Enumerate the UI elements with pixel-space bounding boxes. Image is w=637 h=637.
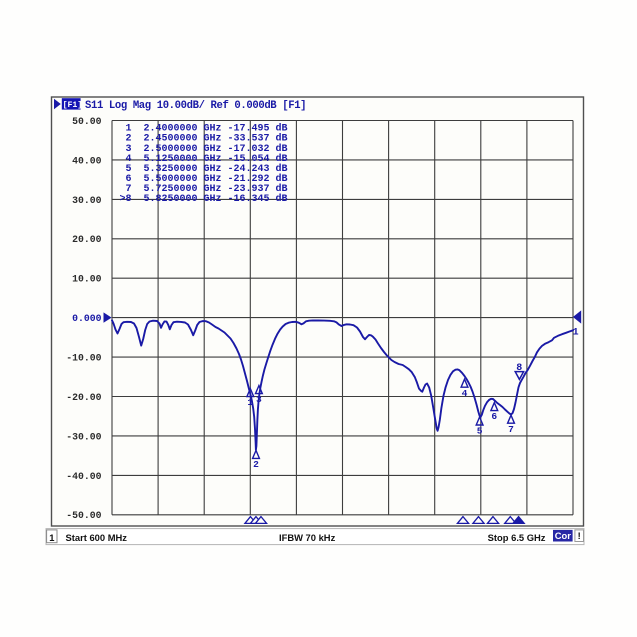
- svg-text:>8 5.8250000 GHz -16.345 dB: >8 5.8250000 GHz -16.345 dB: [114, 193, 288, 205]
- svg-text:!: !: [578, 530, 581, 541]
- svg-text:10.00: 10.00: [72, 274, 102, 285]
- svg-text:-10.00: -10.00: [66, 353, 101, 364]
- svg-text:50.00: 50.00: [72, 116, 102, 127]
- svg-text:3 2.5000000 GHz -17.032 dB: 3 2.5000000 GHz -17.032 dB: [114, 143, 288, 155]
- svg-text:5: 5: [477, 426, 483, 437]
- svg-text:-40.00: -40.00: [66, 471, 101, 482]
- svg-text:IFBW 70 kHz: IFBW 70 kHz: [279, 532, 336, 543]
- svg-text:40.00: 40.00: [72, 155, 102, 166]
- svg-text:7 5.7250000 GHz -23.937 dB: 7 5.7250000 GHz -23.937 dB: [114, 183, 288, 195]
- svg-text:4 5.1250000 GHz -15.054 dB: 4 5.1250000 GHz -15.054 dB: [114, 153, 288, 165]
- svg-text:2 2.4500000 GHz -33.537 dB: 2 2.4500000 GHz -33.537 dB: [114, 133, 288, 145]
- svg-text:Stop 6.5 GHz: Stop 6.5 GHz: [488, 532, 546, 543]
- svg-text:6: 6: [491, 411, 497, 422]
- svg-text:4: 4: [462, 388, 468, 399]
- svg-text:-50.00: -50.00: [66, 510, 101, 521]
- svg-text:8: 8: [516, 363, 522, 374]
- svg-text:[F1]: [F1]: [63, 100, 83, 110]
- svg-text:-30.00: -30.00: [66, 431, 101, 442]
- svg-text:S11 Log Mag 10.00dB/ Ref 0.000: S11 Log Mag 10.00dB/ Ref 0.000dB [F1]: [85, 100, 306, 112]
- svg-text:0.000: 0.000: [72, 313, 102, 324]
- svg-text:5 5.3250000 GHz -24.243 dB: 5 5.3250000 GHz -24.243 dB: [114, 163, 288, 175]
- svg-text:30.00: 30.00: [72, 195, 102, 206]
- svg-text:1: 1: [247, 397, 253, 408]
- svg-text:3: 3: [256, 394, 262, 405]
- svg-text:Start 600 MHz: Start 600 MHz: [66, 532, 128, 543]
- svg-text:-20.00: -20.00: [66, 392, 101, 403]
- svg-text:7: 7: [508, 424, 514, 435]
- svg-text:Cor: Cor: [555, 530, 571, 541]
- svg-text:1: 1: [49, 532, 54, 543]
- svg-text:2: 2: [253, 459, 259, 470]
- svg-text:6 5.5000000 GHz -21.292 dB: 6 5.5000000 GHz -21.292 dB: [114, 173, 288, 185]
- svg-text:1 2.4000000 GHz -17.495 dB: 1 2.4000000 GHz -17.495 dB: [114, 123, 288, 135]
- svg-text:20.00: 20.00: [72, 234, 102, 245]
- svg-text:1: 1: [573, 328, 579, 339]
